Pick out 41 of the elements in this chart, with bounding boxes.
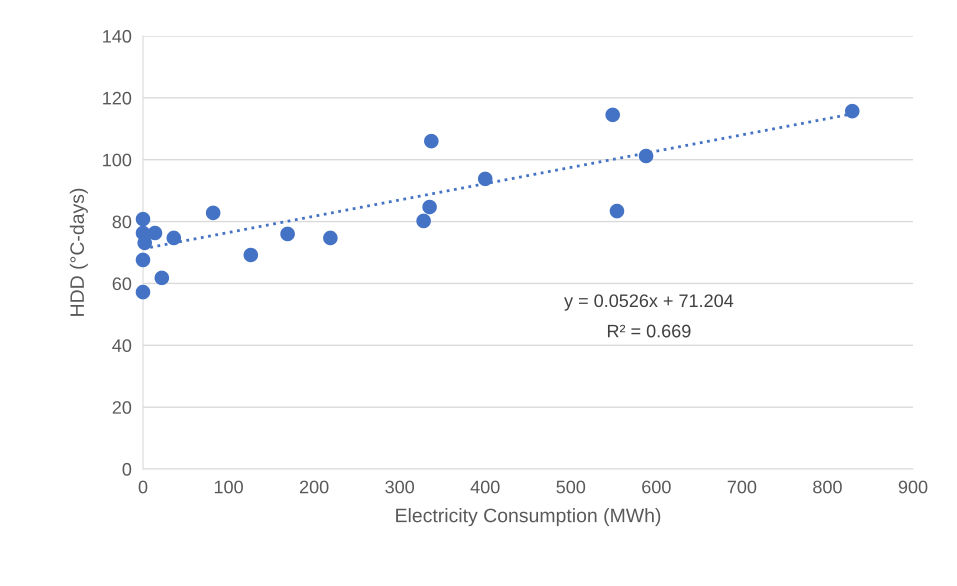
x-tick-label: 900 — [898, 480, 928, 494]
x-tick-label: 100 — [214, 480, 243, 494]
x-tick-label: 0 — [138, 480, 148, 494]
point — [323, 230, 338, 246]
y-tick-label: 80 — [112, 216, 132, 228]
x-tick-label: 400 — [470, 480, 500, 494]
x-tick-label: 200 — [300, 480, 328, 494]
y-tick-label: 60 — [112, 277, 132, 290]
point — [416, 214, 431, 228]
point — [136, 212, 150, 226]
y-axis-title: HDD (°C-days) — [70, 188, 88, 316]
point — [478, 172, 493, 186]
point — [844, 104, 860, 118]
point — [137, 236, 152, 250]
point — [154, 270, 170, 286]
point — [422, 200, 437, 214]
point — [206, 206, 220, 220]
y-tick-label: 40 — [112, 339, 132, 352]
point — [136, 284, 150, 300]
y-tick-label: 100 — [103, 154, 132, 166]
point — [148, 226, 162, 240]
x-tick-label: 500 — [556, 480, 586, 494]
point — [638, 148, 654, 164]
point — [244, 248, 258, 262]
x-tick-label: 300 — [385, 480, 414, 494]
x-tick-label: 700 — [728, 480, 756, 494]
x-tick-label: 800 — [813, 480, 842, 494]
x-axis-title: Electricity Consumption (MWh) — [396, 508, 660, 526]
x-tick-label: 600 — [642, 480, 671, 494]
point — [605, 108, 620, 122]
annotation: y = 0.0526x + 71.204 — [564, 294, 734, 311]
y-tick-label: 20 — [112, 401, 132, 414]
y-tick-label: 120 — [103, 92, 132, 105]
point — [424, 134, 439, 148]
point — [610, 204, 624, 218]
y-tick-label: 0 — [122, 462, 132, 476]
point — [280, 226, 295, 242]
point — [166, 230, 182, 246]
point — [136, 252, 150, 268]
annotation: R² = 0.669 — [608, 324, 690, 338]
y-tick-label: 140 — [103, 30, 132, 43]
